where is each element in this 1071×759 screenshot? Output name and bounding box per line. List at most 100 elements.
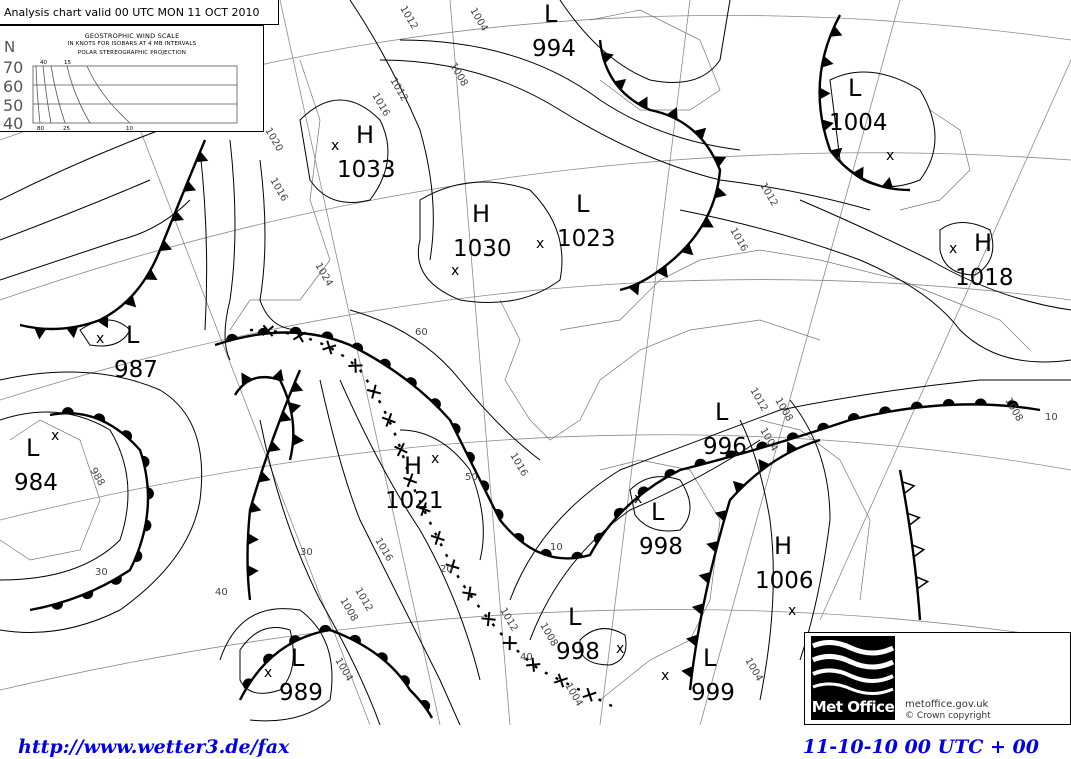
pressure-center-low: L 987 x [96,321,158,383]
weather-front [818,14,911,192]
fronts [19,14,1041,719]
center-cross-icon: x [431,451,439,467]
warm-front-semicircle [664,469,676,478]
met-office-logo-panel: Met Office metoffice.gov.uk © Crown copy… [804,632,1071,725]
warm-front-semicircle [847,413,860,421]
warm-front-semicircle [400,675,410,687]
cold-front-triangle [97,315,109,329]
isobar-label: 1016 [369,91,391,119]
cold-front-triangle [601,51,614,64]
pressure-value: 1021 [385,488,444,514]
pressure-center-low: L 984 x [14,428,59,496]
warm-front-semicircle [81,590,94,600]
center-cross-icon: x [51,428,59,444]
pressure-center-low: L 989 x [264,644,323,706]
warm-front-semicircle [93,413,106,422]
cold-front-triangle [821,55,834,68]
pressure-type: H [974,229,992,257]
cold-front-triangle [144,269,158,281]
center-cross-icon: x [886,148,894,164]
cold-front-triangle [691,603,704,615]
pressure-value: 998 [556,639,600,665]
upper-front-triangle [915,575,930,591]
chart-title: Analysis chart valid 00 UTC MON 11 OCT 2… [0,0,279,25]
pressure-value: 998 [639,534,683,560]
pressure-center-low: L 998 x [634,491,683,560]
weather-front [214,331,1041,560]
cold-front-triangle [829,25,843,37]
center-cross-icon: x [661,668,669,684]
cold-front-triangle [706,540,719,553]
wind-scale-heading: GEOSTROPHIC WIND SCALE [84,32,180,40]
cold-front-triangle [714,186,727,199]
pressure-value: 1033 [337,157,396,183]
upper-front-triangle [901,480,916,495]
isobar-label: 1008 [1002,396,1024,424]
trough-cross [292,329,307,343]
weather-front [29,411,150,612]
warm-front-semicircle [144,519,152,532]
warm-front-semicircle [430,398,441,409]
warm-front-semicircle [134,550,143,563]
warm-front-semicircle [786,432,799,441]
cold-front-triangle [666,107,678,120]
warm-front-semicircle [121,430,133,441]
cold-front-triangle [613,79,627,91]
weather-front [233,375,295,461]
warm-front-semicircle [242,678,253,690]
warm-front-semicircle [351,342,364,352]
pressure-center-low: L 1004 x [829,74,894,164]
scale-top-label: 15 [64,60,71,66]
trough-cross [502,635,517,651]
center-cross-icon: x [949,241,957,257]
lat-label: 40 [3,114,23,133]
warm-front-semicircle [420,699,431,711]
source-url-link[interactable]: http://www.wetter3.de/fax [18,736,290,758]
warm-front-semicircle [147,487,154,500]
cold-front-triangle [279,410,292,422]
warm-front-semicircle [289,635,301,644]
trough-cross [416,502,431,517]
isobars [0,0,1071,725]
isobar-label: 1004 [742,656,764,684]
cold-front-triangle [290,381,304,393]
pressure-type: L [576,190,590,218]
trough-cross [381,412,396,427]
pressure-center-high: H 1006 x [755,532,814,619]
latitude-label: 30 [300,547,313,558]
pressure-type: L [568,603,582,631]
center-cross-icon: x [616,641,624,657]
latitude-label: 40 [215,587,228,598]
cold-front-triangle [681,666,693,679]
trough-cross [553,673,568,688]
pressure-value: 1004 [829,110,888,136]
warm-front-semicircle [379,358,391,368]
lat-axis-title: N [4,38,15,56]
waves-icon [811,640,895,695]
trough-cross [582,687,597,702]
lat-label: 60 [3,77,23,96]
geostrophic-wind-scale: GEOSTROPHIC WIND SCALE IN KNOTS FOR ISOB… [0,25,264,133]
isobar-label: 1004 [332,656,354,684]
center-cross-icon: x [96,331,104,347]
trough-cross [430,530,445,545]
isobar-label: 1012 [387,76,409,104]
scale-bottom-label: 25 [63,126,70,132]
pressure-type: L [26,434,40,462]
warm-front-semicircle [319,624,332,633]
scale-bottom-label: 10 [126,126,133,132]
warm-front-semicircle [451,423,461,435]
latitude-label: 10 [1045,412,1058,423]
isobar-label: 1008 [537,621,559,649]
pressure-type: L [126,321,140,349]
pressure-type: H [774,532,792,560]
pressure-value: 999 [691,680,735,706]
cold-front-triangle [34,327,47,340]
warm-front-semicircle [571,551,584,559]
isobar-label: 1012 [397,4,419,32]
warm-front-semicircle [406,377,417,387]
trough-cross [366,384,382,399]
trough-cross [394,442,408,457]
cold-front-triangle [249,501,262,514]
